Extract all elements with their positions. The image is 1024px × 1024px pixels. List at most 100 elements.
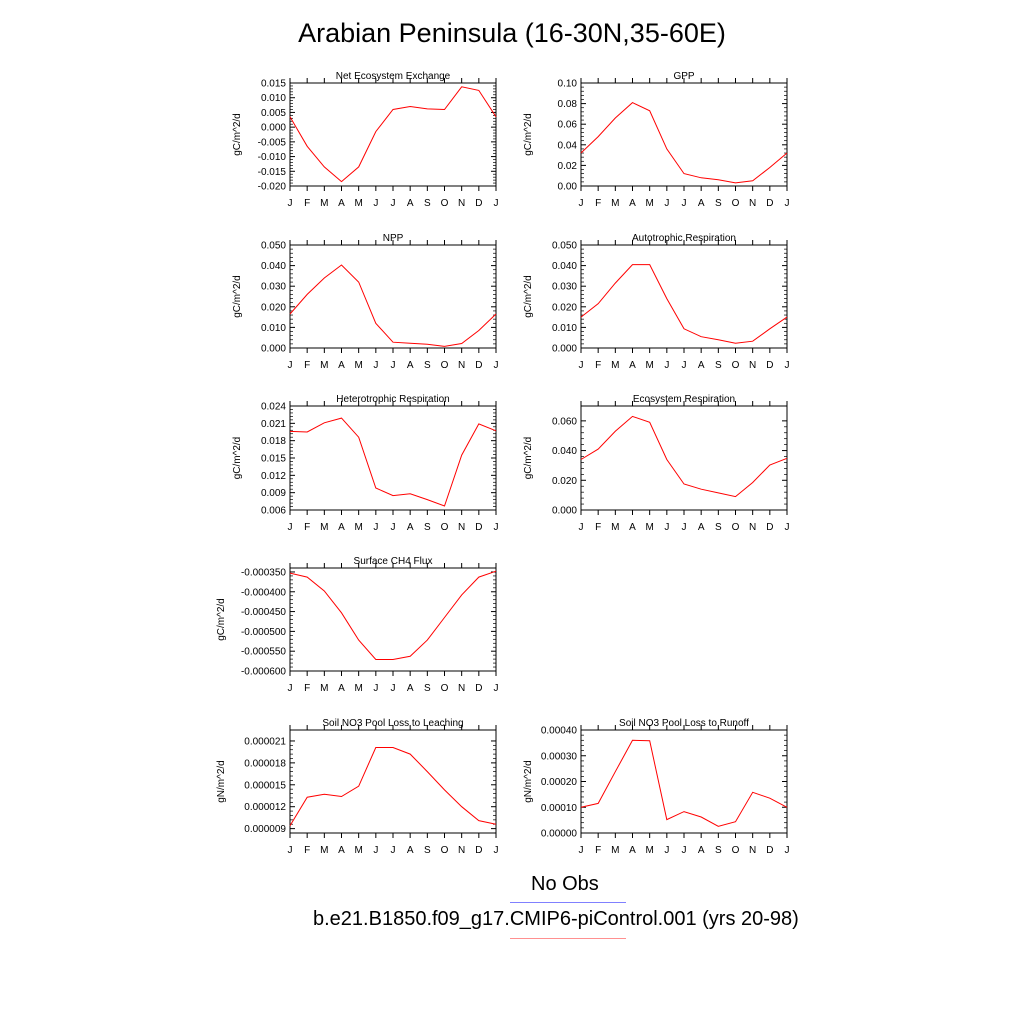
y-tick-label: -0.000600 [241, 667, 286, 678]
panel-title: Heterotrophic Respiration [336, 394, 449, 405]
panel-title: GPP [673, 71, 694, 82]
y-tick-label: 0.00 [558, 182, 578, 193]
series-line [580, 264, 788, 344]
y-tick-label: 0.030 [552, 282, 577, 293]
x-tick-label: J [288, 845, 293, 856]
x-tick-label: O [732, 360, 740, 371]
x-tick-label: N [749, 198, 756, 209]
y-tick-label: -0.015 [258, 167, 287, 178]
x-tick-label: F [304, 198, 310, 209]
y-tick-label: 0.00030 [541, 751, 578, 762]
x-tick-label: J [664, 198, 669, 209]
x-tick-label: S [424, 845, 431, 856]
x-tick-label: D [475, 360, 482, 371]
x-tick-label: M [611, 198, 619, 209]
panel-title: NPP [383, 233, 404, 244]
x-tick-label: M [320, 683, 328, 694]
legend-model-label: b.e21.B1850.f09_g17.CMIP6-piControl.001 … [313, 908, 799, 930]
x-tick-label: F [595, 845, 601, 856]
x-tick-label: D [475, 683, 482, 694]
y-tick-label: 0.000 [261, 344, 286, 355]
x-tick-label: M [611, 845, 619, 856]
plot-frame [580, 244, 788, 349]
panel-title: Ecosystem Respiration [633, 394, 735, 405]
y-tick-label: 0.000 [552, 344, 577, 355]
y-tick-label: 0.010 [261, 323, 286, 334]
page-title: Arabian Peninsula (16-30N,35-60E) [298, 18, 726, 48]
x-tick-label: D [766, 198, 773, 209]
chart-panel-7: Surface CH4 Flux gC/m^2/d -0.000600 -0.0005… [216, 556, 499, 694]
x-tick-label: J [785, 360, 790, 371]
x-tick-label: J [391, 522, 396, 533]
x-tick-label: A [629, 522, 636, 533]
x-tick-label: N [749, 522, 756, 533]
x-tick-label: M [611, 360, 619, 371]
x-tick-label: D [475, 198, 482, 209]
y-tick-label: 0.015 [261, 79, 286, 90]
x-tick-label: F [595, 360, 601, 371]
x-tick-label: N [458, 845, 465, 856]
y-tick-label: 0.010 [552, 323, 577, 334]
y-tick-label: 0.050 [552, 241, 577, 252]
y-tick-label: 0.00000 [541, 829, 578, 840]
y-tick-label: 0.02 [558, 161, 578, 172]
y-tick-label: 0.021 [261, 419, 286, 430]
x-tick-label: M [645, 360, 653, 371]
y-tick-label: 0.060 [552, 416, 577, 427]
x-tick-label: J [682, 360, 687, 371]
x-tick-label: A [407, 845, 414, 856]
y-tick-label: 0.020 [552, 476, 577, 487]
x-tick-label: J [494, 360, 499, 371]
y-tick-label: 0.040 [261, 261, 286, 272]
series-line [289, 747, 497, 826]
x-tick-label: J [391, 845, 396, 856]
x-tick-label: N [458, 360, 465, 371]
plot-frame [580, 82, 788, 187]
y-tick-label: 0.006 [261, 506, 286, 517]
y-axis-label: gC/m^2/d [523, 113, 534, 156]
x-tick-label: S [715, 522, 722, 533]
y-tick-label: 0.08 [558, 99, 578, 110]
plot-frame [289, 729, 497, 834]
x-tick-label: J [288, 522, 293, 533]
series-line [289, 264, 497, 347]
x-tick-label: J [494, 845, 499, 856]
x-tick-label: J [579, 198, 584, 209]
y-tick-label: 0.050 [261, 241, 286, 252]
x-tick-label: F [304, 845, 310, 856]
y-tick-label: 0.000 [552, 506, 577, 517]
x-tick-label: J [579, 845, 584, 856]
x-tick-label: F [304, 522, 310, 533]
x-tick-label: A [407, 198, 414, 209]
series-line [289, 86, 497, 183]
plot-frame [289, 244, 497, 349]
y-tick-label: 0.00020 [541, 777, 578, 788]
x-tick-label: J [373, 683, 378, 694]
y-tick-label: -0.000550 [241, 647, 286, 658]
legend-obs-label: No Obs [531, 873, 599, 895]
legend-model-line [510, 938, 626, 939]
x-tick-label: J [288, 683, 293, 694]
plot-frame [580, 729, 788, 834]
x-tick-label: D [475, 845, 482, 856]
y-tick-label: 0.015 [261, 454, 286, 465]
x-tick-label: O [441, 360, 449, 371]
x-tick-label: J [785, 522, 790, 533]
y-axis-label: gN/m^2/d [523, 760, 534, 803]
x-tick-label: J [579, 360, 584, 371]
x-tick-label: J [664, 360, 669, 371]
x-tick-label: J [579, 522, 584, 533]
y-tick-label: 0.000015 [244, 780, 286, 791]
series-line [580, 415, 788, 498]
x-tick-label: J [494, 683, 499, 694]
x-tick-label: M [645, 198, 653, 209]
x-tick-label: J [682, 198, 687, 209]
y-axis-label: gC/m^2/d [523, 275, 534, 318]
x-tick-label: J [785, 845, 790, 856]
x-tick-label: A [407, 522, 414, 533]
plot-frame [289, 405, 497, 511]
x-tick-label: A [698, 198, 705, 209]
x-tick-label: N [458, 683, 465, 694]
